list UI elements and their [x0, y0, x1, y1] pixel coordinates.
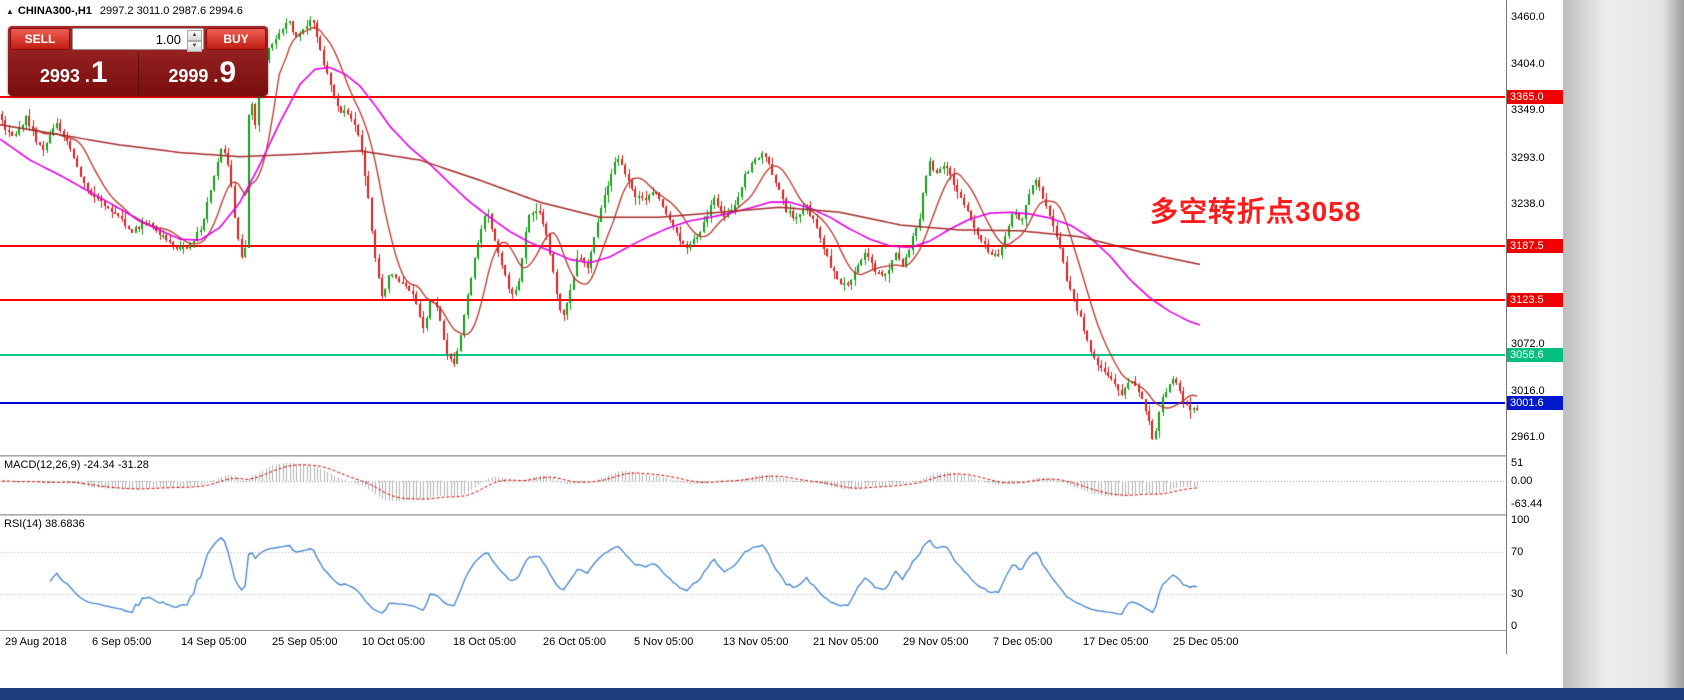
time-axis-label: 5 Nov 05:00	[634, 636, 694, 648]
volume-increase-button[interactable]: ▲	[187, 30, 202, 41]
macd-canvas[interactable]	[0, 457, 1506, 513]
buy-button[interactable]: BUY	[206, 28, 266, 50]
price-level-badge: 3058.6	[1507, 347, 1563, 362]
sell-price-big-digit: 1	[90, 56, 108, 89]
buy-price-base: 2999 .	[168, 66, 219, 86]
macd-axis-label: -63.44	[1511, 497, 1543, 510]
rsi-indicator-label: RSI(14) 38.6836	[4, 518, 85, 530]
panel-separator-macd[interactable]	[0, 455, 1563, 457]
price-axis-tick: 3404.0	[1511, 58, 1545, 71]
price-axis-tick: 3238.0	[1511, 197, 1545, 210]
price-axis-tick: 3016.0	[1511, 384, 1545, 397]
sell-price-button[interactable]: 2993 .1	[10, 52, 139, 94]
time-axis-label: 21 Nov 05:00	[813, 636, 879, 648]
time-axis-label: 25 Dec 05:00	[1173, 636, 1239, 648]
one-click-collapse-icon[interactable]: ▲	[6, 7, 14, 16]
time-axis-label: 26 Oct 05:00	[543, 636, 606, 648]
time-axis-label: 13 Nov 05:00	[723, 636, 789, 648]
trade-panel-top-row: SELL 1.00 ▲ ▼ BUY	[10, 28, 266, 52]
macd-axis-label: 51	[1511, 456, 1524, 469]
price-axis-tick: 3460.0	[1511, 11, 1545, 23]
rsi-canvas[interactable]	[0, 516, 1506, 629]
rsi-axis-label: 0	[1511, 619, 1518, 632]
symbol-label: CHINA300-,H1	[17, 5, 92, 17]
time-axis-label: 25 Sep 05:00	[272, 636, 338, 648]
trade-panel-price-row: 2993 .1 2999 .9	[10, 52, 266, 94]
time-axis-label: 10 Oct 05:00	[362, 636, 425, 648]
time-axis-label: 29 Aug 2018	[5, 636, 67, 648]
buy-price-button[interactable]: 2999 .9	[139, 52, 267, 94]
time-axis-label: 14 Sep 05:00	[181, 636, 247, 648]
price-level-badge: 3187.5	[1507, 239, 1563, 254]
macd-axis-label: 0.00	[1511, 475, 1533, 487]
chart-annotation-text: 多空转折点3058	[1150, 196, 1362, 227]
rsi-panel: RSI(14) 38.6836	[0, 516, 1506, 629]
window-bottom-bar	[0, 688, 1684, 700]
buy-price-big-digit: 9	[219, 56, 237, 89]
price-level-badge: 3001.6	[1507, 395, 1563, 410]
time-axis-label: 17 Dec 05:00	[1083, 636, 1149, 648]
ohlc-label: 2997.2 3011.0 2987.6 2994.6	[99, 5, 243, 17]
volume-decrease-button[interactable]: ▼	[187, 41, 202, 52]
price-axis-tick: 3072.0	[1511, 337, 1545, 350]
rsi-axis-label: 100	[1511, 514, 1530, 526]
sell-price-base: 2993 .	[39, 66, 90, 86]
one-click-trading-panel: SELL 1.00 ▲ ▼ BUY 2993 .1 2999 .9	[8, 26, 268, 96]
price-level-badge: 3365.0	[1507, 89, 1563, 104]
price-axis-tick: 3349.0	[1511, 104, 1545, 117]
price-axis-tick: 3293.0	[1511, 151, 1545, 164]
time-axis[interactable]: 29 Aug 2018 6 Sep 05:00 14 Sep 05:00 25 Sep…	[0, 631, 1506, 654]
price-level-badge: 3123.5	[1507, 293, 1563, 308]
volume-value[interactable]: 1.00	[155, 31, 181, 47]
price-axis[interactable]: 3460.0 3404.0 3349.0 3293.0 3238.0 3072.0 3016…	[1506, 0, 1563, 654]
sell-button[interactable]: SELL	[10, 28, 70, 50]
window-right-gutter	[1563, 0, 1684, 688]
time-axis-label: 18 Oct 05:00	[453, 636, 516, 648]
volume-field[interactable]: 1.00 ▲ ▼	[72, 28, 204, 52]
volume-spinner: ▲ ▼	[187, 30, 202, 52]
rsi-axis-label: 70	[1511, 545, 1524, 558]
macd-indicator-label: MACD(12,26,9) -24.34 -31.28	[4, 459, 149, 471]
rsi-axis-label: 30	[1511, 587, 1524, 600]
panel-separator-rsi[interactable]	[0, 514, 1563, 516]
time-axis-label: 29 Nov 05:00	[903, 636, 969, 648]
time-axis-separator	[0, 630, 1563, 631]
main-chart-panel: ▲ CHINA300-,H1 2997.2 3011.0 2987.6 2994.6…	[0, 0, 1506, 455]
time-axis-label: 6 Sep 05:00	[92, 636, 152, 648]
price-axis-tick: 2961.0	[1511, 431, 1545, 443]
time-axis-label: 7 Dec 05:00	[993, 636, 1053, 648]
macd-panel: MACD(12,26,9) -24.34 -31.28	[0, 457, 1506, 513]
chart-header: ▲ CHINA300-,H1 2997.2 3011.0 2987.6 2994.6	[6, 5, 243, 17]
